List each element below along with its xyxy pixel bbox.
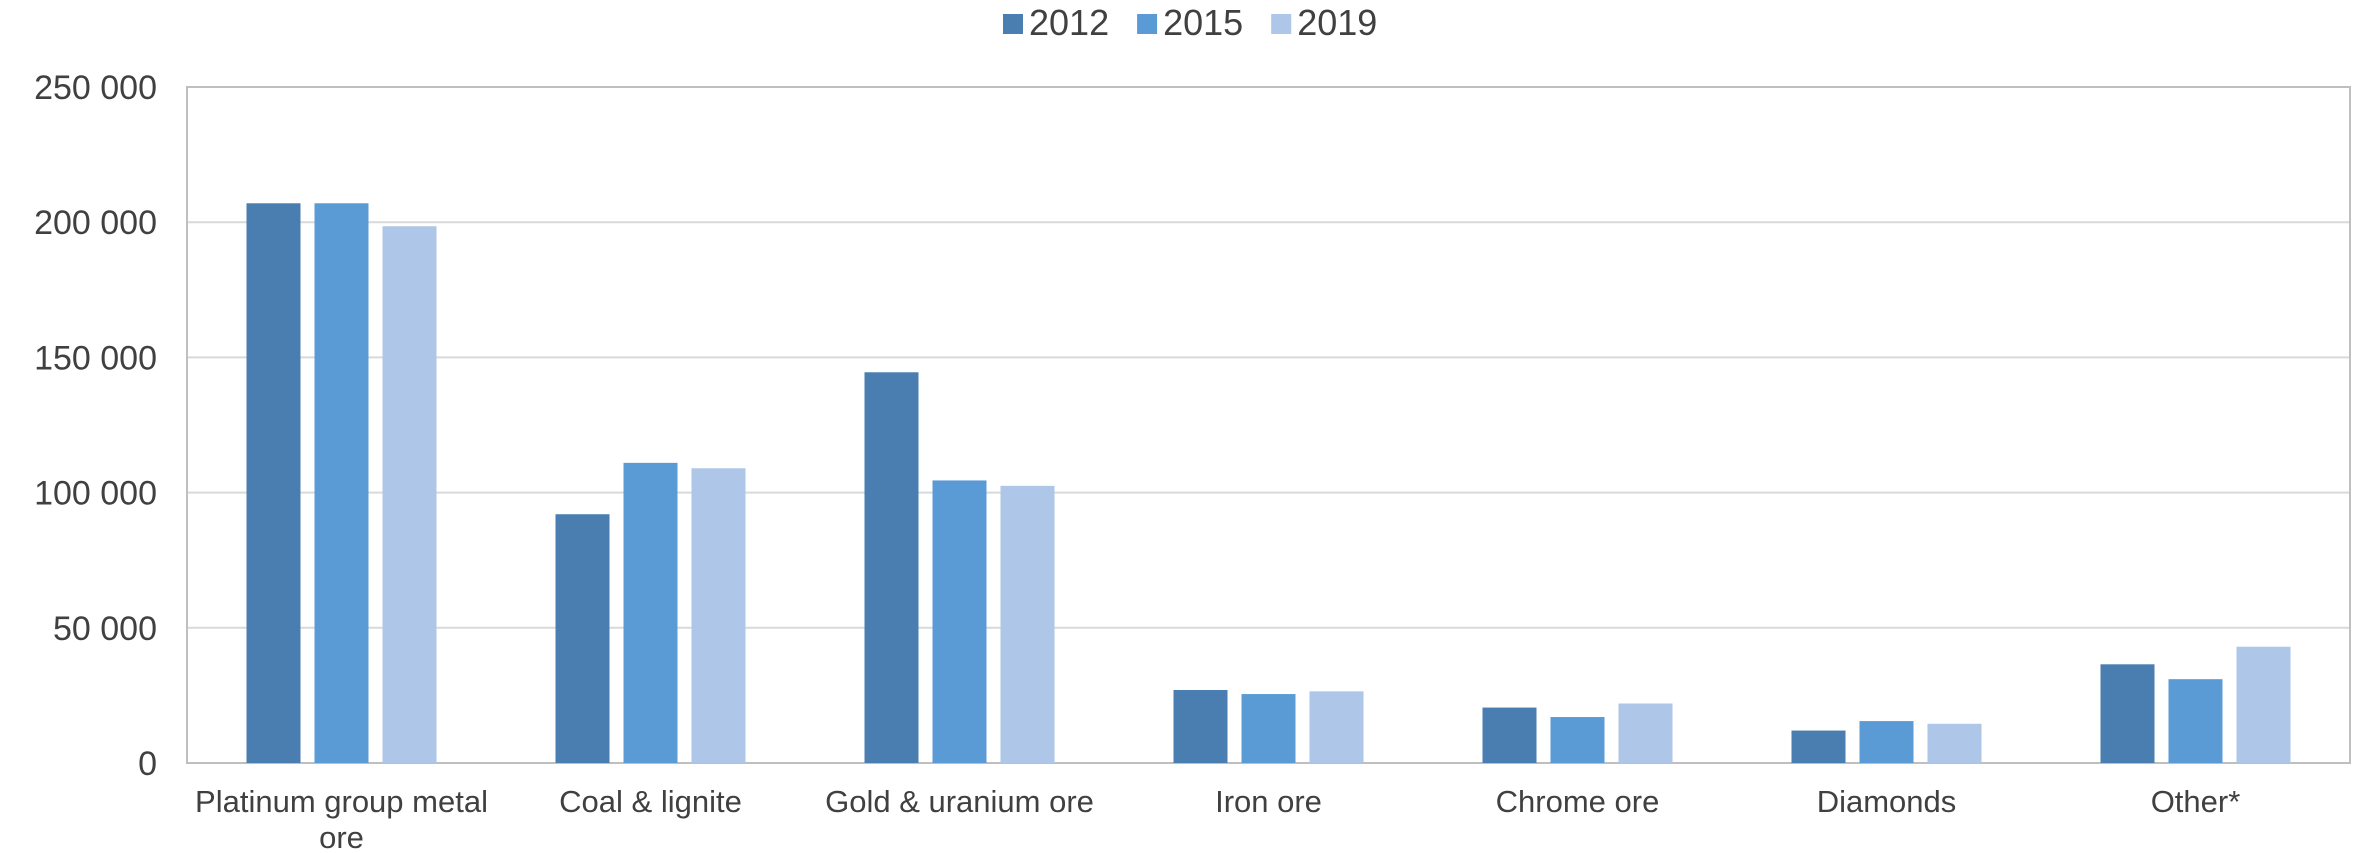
x-category-label: Coal & lignite — [559, 784, 742, 819]
x-category-label: Gold & uranium ore — [825, 784, 1094, 819]
legend-label: 2012 — [1029, 2, 1109, 43]
bar-2012 — [2100, 664, 2155, 763]
legend-item-2019: 2019 — [1271, 2, 1377, 43]
y-axis-tick-labels: 0 50 000 100 000 150 000 200 000 250 000 — [34, 69, 157, 783]
y-tick-label: 250 000 — [34, 69, 157, 107]
bar-2012 — [246, 203, 301, 764]
y-tick-label: 50 000 — [53, 610, 157, 648]
bar-2019 — [382, 226, 437, 764]
bar-2015 — [1859, 721, 1914, 763]
y-tick-label: 100 000 — [34, 475, 157, 513]
bar-2012 — [1482, 707, 1537, 763]
y-tick-label: 0 — [138, 745, 157, 783]
legend: 2012 2015 2019 — [1003, 2, 1377, 43]
plot-area — [186, 86, 2351, 764]
bar-2019 — [1309, 691, 1364, 763]
bar-2015 — [2168, 679, 2223, 763]
bar-2012 — [555, 514, 610, 763]
bar-2015 — [623, 462, 678, 763]
bar-2019 — [1000, 485, 1055, 763]
legend-label: 2015 — [1163, 2, 1243, 43]
x-category-label: ore — [319, 820, 364, 853]
legend-item-2012: 2012 — [1003, 2, 1109, 43]
x-category-label: Diamonds — [1817, 784, 1957, 819]
x-category-label: Chrome ore — [1496, 784, 1660, 819]
legend-swatch — [1137, 14, 1158, 34]
bar-2012 — [1173, 689, 1228, 763]
gridlines — [187, 86, 2350, 764]
x-category-label: Platinum group metal — [195, 784, 488, 819]
bars — [246, 203, 2291, 764]
y-tick-label: 200 000 — [34, 204, 157, 242]
bar-2019 — [1927, 723, 1982, 763]
bar-2019 — [1618, 703, 1673, 763]
bar-2012 — [864, 372, 919, 763]
y-tick-label: 150 000 — [34, 339, 157, 377]
x-category-label: Iron ore — [1215, 784, 1322, 819]
bar-2015 — [1550, 717, 1605, 763]
bar-2015 — [1241, 694, 1296, 763]
x-category-label: Other* — [2151, 784, 2241, 819]
bar-2019 — [691, 468, 746, 763]
bar-2015 — [314, 203, 369, 764]
bar-2015 — [932, 480, 987, 763]
legend-swatch — [1271, 14, 1292, 34]
legend-label: 2019 — [1297, 2, 1377, 43]
legend-swatch — [1003, 14, 1023, 34]
bar-2012 — [1791, 730, 1846, 763]
legend-item-2015: 2015 — [1137, 2, 1243, 43]
bar-2019 — [2236, 646, 2291, 763]
